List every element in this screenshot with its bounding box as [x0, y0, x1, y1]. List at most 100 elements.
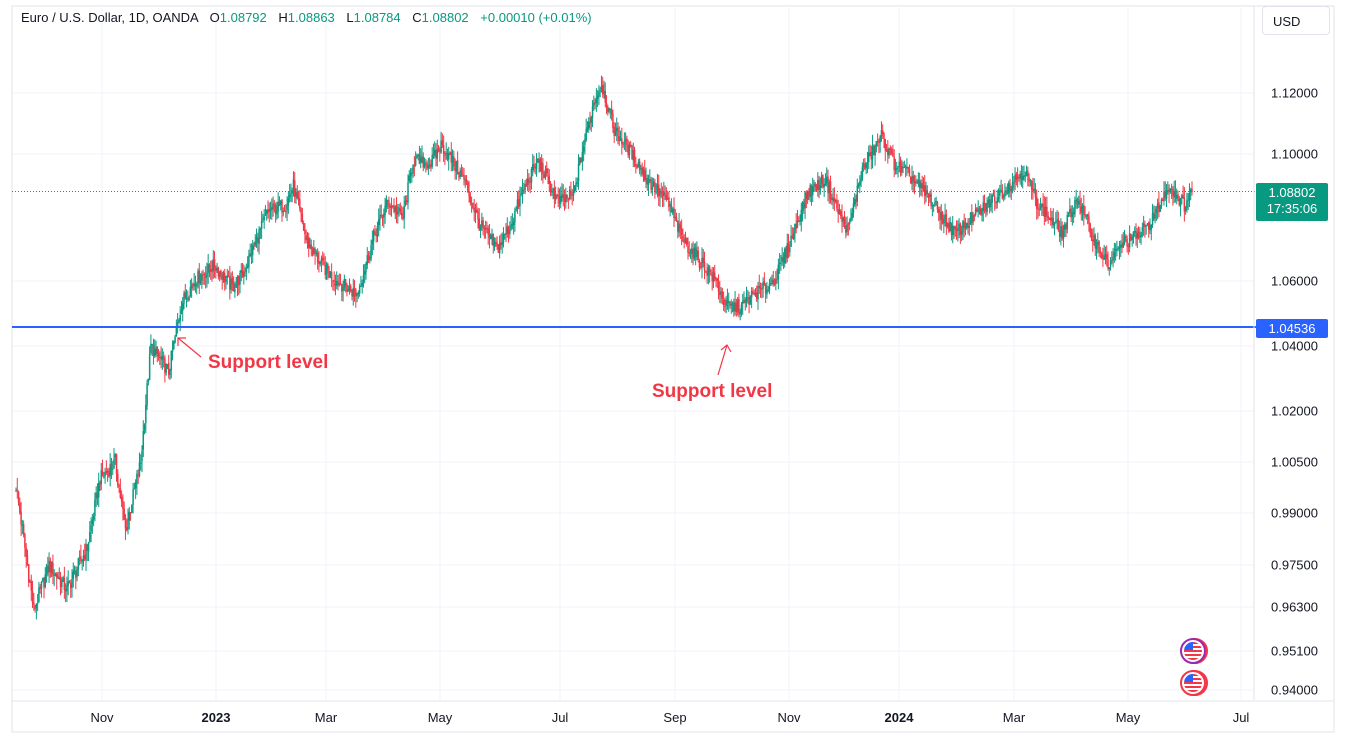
change-value: +0.00010 (+0.01%) [480, 10, 592, 25]
candle-body [573, 185, 576, 193]
candle-body [593, 102, 595, 106]
candle-body [372, 230, 375, 242]
currency-button[interactable]: USD [1262, 6, 1330, 35]
candle-body [389, 205, 391, 208]
candle-body [437, 148, 440, 151]
candle-body [767, 290, 769, 292]
candle-body [827, 176, 829, 193]
candle-body [861, 167, 864, 179]
candle-body [328, 271, 330, 278]
candle-body [682, 235, 684, 242]
candle-body [670, 205, 673, 212]
candle-body [62, 576, 64, 582]
candle-body [744, 299, 747, 303]
candle-body [1187, 199, 1189, 201]
candle-body [668, 197, 670, 208]
candle-body [367, 255, 370, 260]
candle-body [740, 304, 743, 313]
candle-body [1084, 214, 1086, 216]
high-value: 1.08863 [287, 10, 335, 25]
candle-body [39, 586, 41, 589]
candle-body [241, 270, 244, 278]
candle-body [255, 236, 258, 241]
candle-body [768, 283, 771, 291]
candle-body [1095, 244, 1098, 250]
candle-body [496, 243, 498, 246]
candle-body [781, 257, 783, 262]
candle-body [361, 282, 363, 287]
candle-body [974, 208, 977, 215]
candle-body [223, 273, 226, 283]
arrow-left [177, 337, 202, 358]
candle-body [1034, 189, 1037, 197]
candle-body [1165, 189, 1168, 199]
candle-body [783, 248, 786, 264]
candle-body [400, 212, 403, 216]
us-flag-event-icon[interactable] [1180, 638, 1210, 664]
candle-body [1183, 197, 1186, 212]
candle-body [97, 482, 100, 498]
candle-body [705, 271, 707, 273]
candle-body [553, 188, 556, 199]
candle-body [715, 278, 717, 280]
price-tick-label: 1.06000 [1271, 274, 1318, 289]
candle-body [278, 201, 281, 206]
candle-body [585, 129, 587, 140]
candle-body [423, 162, 426, 167]
candle-body [310, 244, 313, 250]
candle-body [635, 163, 637, 167]
candle-body [419, 157, 422, 163]
candle-body [80, 556, 82, 561]
candle-body [641, 167, 643, 175]
candle-body [817, 179, 819, 190]
candle-body [433, 149, 436, 156]
candle-body [711, 274, 713, 281]
candle-body [800, 209, 803, 222]
candle-body [866, 162, 869, 164]
candle-body [538, 158, 540, 163]
candle-body [155, 346, 157, 350]
candle-body [181, 303, 184, 311]
candle-body [1130, 233, 1132, 240]
candle-body [534, 167, 537, 169]
candle-body [374, 231, 376, 235]
candle-body [319, 261, 321, 264]
candle-body [380, 214, 383, 217]
candle-body [453, 156, 455, 167]
candle-body [809, 184, 811, 198]
candle-body [972, 215, 974, 223]
candle-body [825, 176, 828, 184]
candle-body [353, 288, 356, 291]
candle-body [330, 272, 333, 280]
candle-body [1005, 190, 1007, 192]
candle-body [612, 113, 614, 128]
candle-body [346, 284, 348, 292]
candle-body [440, 140, 442, 153]
candle-body [477, 211, 479, 220]
candle-body [968, 225, 971, 228]
candle-body [167, 362, 170, 375]
candle-body [1102, 258, 1104, 260]
candle-body [1071, 212, 1074, 218]
candle-body [343, 278, 346, 288]
candle-body [734, 302, 736, 311]
symbol-title[interactable]: Euro / U.S. Dollar, 1D, OANDA [21, 10, 199, 25]
candle-body [33, 602, 35, 606]
candle-body [507, 226, 510, 235]
candle-body [558, 196, 561, 204]
candle-body [362, 275, 365, 282]
candle-body [1159, 205, 1161, 212]
candle-body [1053, 223, 1056, 226]
candle-body [631, 145, 633, 160]
candle-body [514, 210, 516, 223]
us-flag-event-icon-2[interactable] [1180, 670, 1210, 696]
candle-body [906, 167, 908, 169]
candle-body [430, 163, 432, 168]
candle-body [736, 299, 739, 312]
candle-body [161, 355, 164, 360]
candle-body [596, 95, 599, 99]
candle-body [478, 218, 481, 231]
candle-body [48, 560, 50, 573]
candle-body [20, 511, 22, 525]
